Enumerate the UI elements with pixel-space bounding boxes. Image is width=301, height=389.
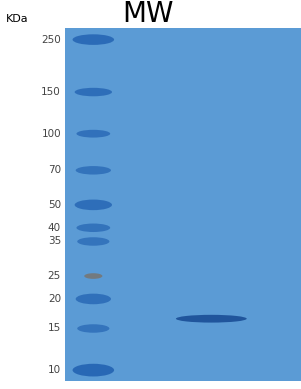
- Text: 15: 15: [48, 324, 61, 333]
- Ellipse shape: [76, 224, 110, 232]
- Ellipse shape: [77, 324, 110, 333]
- Ellipse shape: [75, 200, 112, 210]
- Text: 35: 35: [48, 237, 61, 247]
- Ellipse shape: [84, 273, 102, 279]
- Text: 40: 40: [48, 223, 61, 233]
- Ellipse shape: [73, 34, 114, 45]
- Text: 50: 50: [48, 200, 61, 210]
- Text: 20: 20: [48, 294, 61, 304]
- Ellipse shape: [77, 237, 110, 246]
- Text: 70: 70: [48, 165, 61, 175]
- Ellipse shape: [75, 88, 112, 96]
- Bar: [65, 28, 301, 381]
- Ellipse shape: [73, 364, 114, 377]
- Text: KDa: KDa: [6, 14, 29, 24]
- Text: 100: 100: [41, 129, 61, 139]
- Text: MW: MW: [122, 0, 173, 28]
- Ellipse shape: [76, 294, 111, 304]
- Text: 150: 150: [41, 87, 61, 97]
- Text: 250: 250: [41, 35, 61, 45]
- Ellipse shape: [76, 130, 110, 138]
- Text: 25: 25: [48, 271, 61, 281]
- Text: 10: 10: [48, 365, 61, 375]
- Ellipse shape: [76, 166, 111, 175]
- Ellipse shape: [176, 315, 247, 322]
